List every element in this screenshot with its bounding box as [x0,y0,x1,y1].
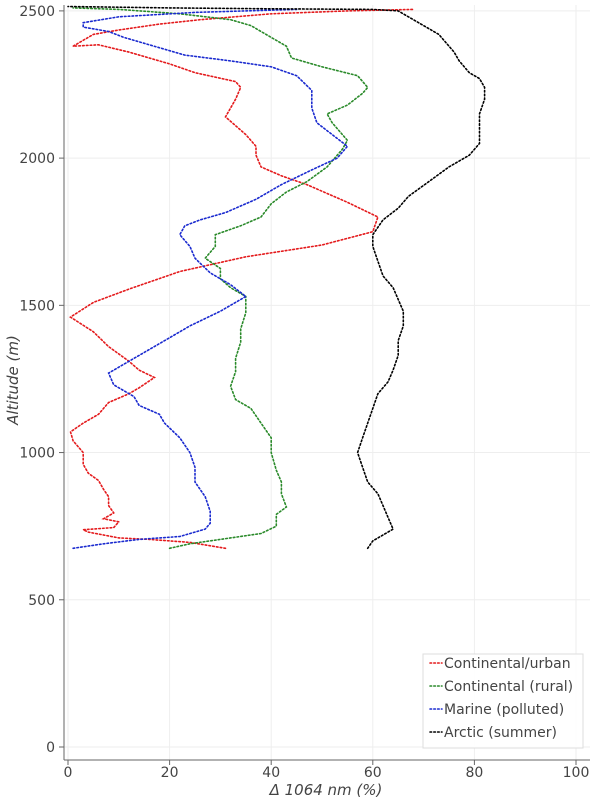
x-tick-label: 60 [364,765,382,781]
x-tick-label: 0 [64,765,73,781]
axes [63,5,590,761]
legend-box [422,653,584,749]
legend: Continental/urban Continental (rural) Mari… [422,653,584,749]
y-tick-label: 1500 [19,298,55,314]
grid [64,5,590,760]
series-layer [67,5,486,550]
x-tick-label: 40 [262,765,280,781]
y-tick-label: 2000 [19,151,55,167]
series-line-2 [72,7,369,550]
x-tick-label: 100 [563,765,590,781]
y-tick-label: 1000 [19,446,55,462]
legend-label: Marine (polluted) [444,702,564,718]
legend-label: Continental/urban [444,656,571,672]
y-axis-title: Altitude (m) [4,335,22,426]
x-axis-title: Δ 1064 nm (%) [269,781,383,799]
series-line-3 [72,8,349,550]
y-ticks: 0 500 1000 1500 2000 2500 [19,4,64,756]
series-line-4 [67,5,486,550]
series-line-1 [69,8,415,550]
legend-label: Arctic (summer) [444,725,557,741]
x-ticks: 0 20 40 60 80 100 [64,760,590,781]
x-tick-label: 20 [161,765,179,781]
y-tick-label: 2500 [19,4,55,20]
y-tick-label: 0 [46,740,55,756]
x-tick-label: 80 [465,765,483,781]
legend-label: Continental (rural) [444,679,573,695]
y-tick-label: 500 [28,593,55,609]
